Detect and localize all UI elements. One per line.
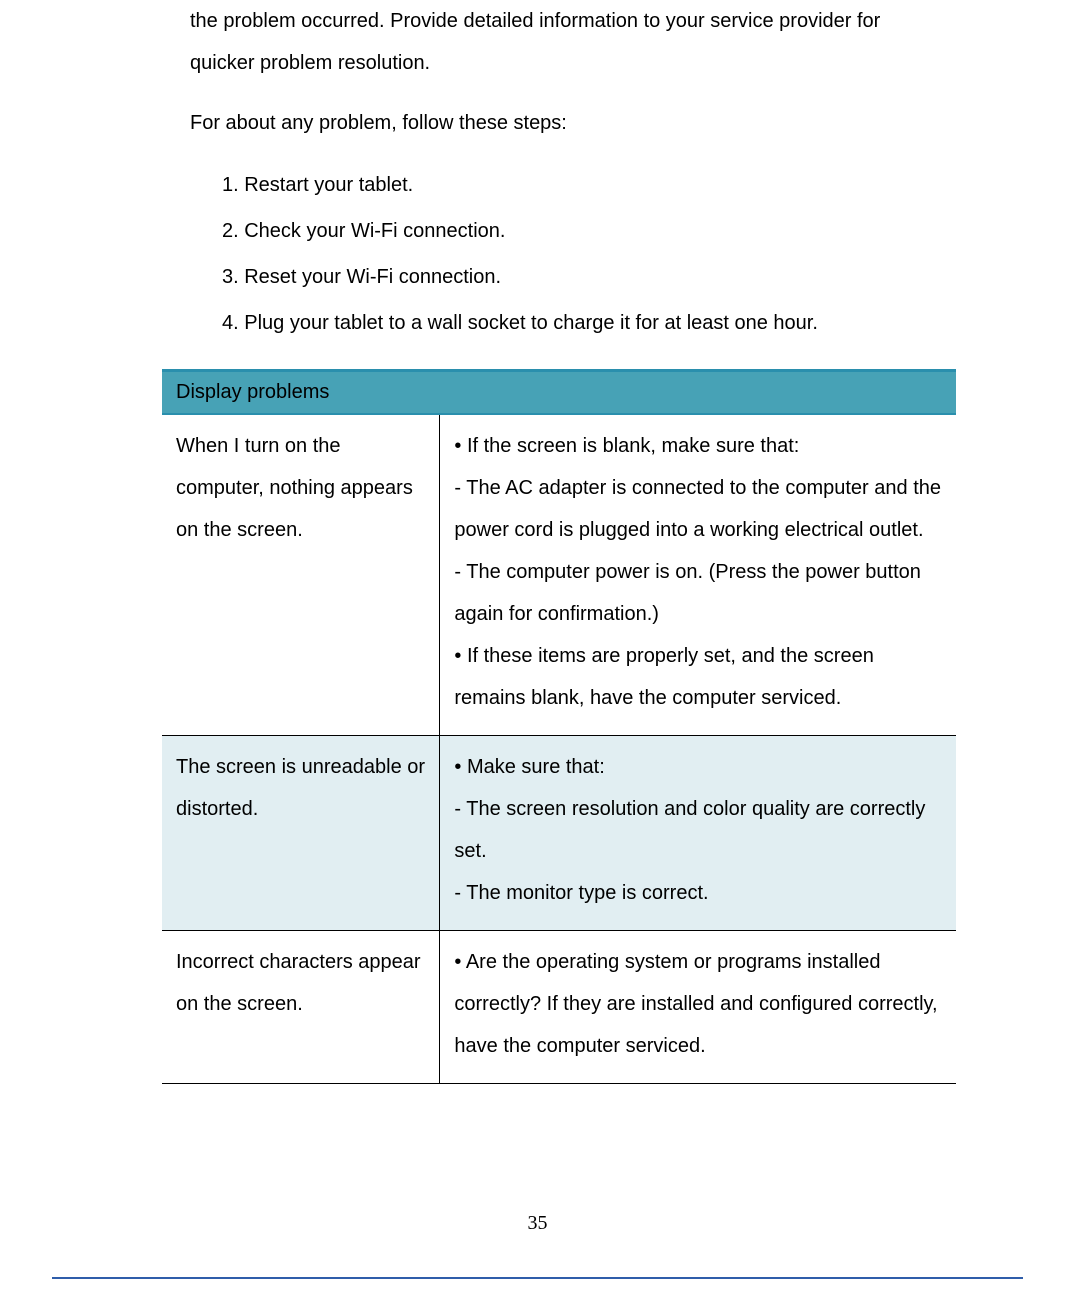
troubleshoot-table-wrap: Display problems When I turn on the comp… bbox=[162, 369, 956, 1084]
page-number: 35 bbox=[0, 1212, 1075, 1235]
troubleshoot-table: Display problems When I turn on the comp… bbox=[162, 369, 956, 1084]
step-item: 3. Reset your Wi-Fi connection. bbox=[222, 256, 935, 298]
problem-cell: When I turn on the computer, nothing app… bbox=[162, 414, 440, 736]
table-header-row: Display problems bbox=[162, 371, 956, 415]
step-item: 2. Check your Wi-Fi connection. bbox=[222, 210, 935, 252]
table-row: The screen is unreadable or distorted. •… bbox=[162, 736, 956, 931]
body-content: the problem occurred. Provide detailed i… bbox=[190, 0, 935, 348]
table-row: When I turn on the computer, nothing app… bbox=[162, 414, 956, 736]
page: the problem occurred. Provide detailed i… bbox=[0, 0, 1075, 1305]
solution-cell: • Are the operating system or programs i… bbox=[440, 931, 956, 1084]
table-header-cell: Display problems bbox=[162, 371, 956, 415]
footer-rule bbox=[52, 1277, 1023, 1279]
solution-cell: • If the screen is blank, make sure that… bbox=[440, 414, 956, 736]
intro-paragraph-1: the problem occurred. Provide detailed i… bbox=[190, 0, 935, 84]
problem-cell: The screen is unreadable or distorted. bbox=[162, 736, 440, 931]
intro-paragraph-2: For about any problem, follow these step… bbox=[190, 102, 935, 144]
step-item: 1. Restart your tablet. bbox=[222, 164, 935, 206]
step-item: 4. Plug your tablet to a wall socket to … bbox=[222, 302, 935, 344]
table-row: Incorrect characters appear on the scree… bbox=[162, 931, 956, 1084]
problem-cell: Incorrect characters appear on the scree… bbox=[162, 931, 440, 1084]
steps-list: 1. Restart your tablet. 2. Check your Wi… bbox=[222, 164, 935, 344]
solution-cell: • Make sure that:- The screen resolution… bbox=[440, 736, 956, 931]
